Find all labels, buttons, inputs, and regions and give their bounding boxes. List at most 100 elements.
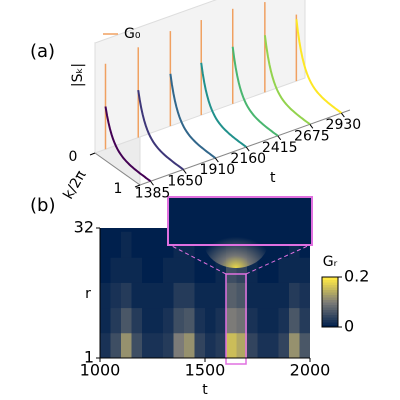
heatmap-cell	[205, 282, 216, 309]
colorbar-step	[322, 309, 338, 313]
x-tick-label: 1910	[200, 162, 236, 178]
heatmap-cell	[226, 256, 237, 283]
heatmap-cell	[184, 332, 195, 359]
heatmap-cell	[121, 231, 132, 258]
colorbar-step	[322, 279, 338, 283]
panel-label: (a)	[30, 41, 55, 62]
heatmap-cell	[142, 307, 153, 334]
heatmap-cell	[142, 256, 153, 283]
heatmap-cell	[163, 256, 174, 283]
heatmap-cell	[299, 256, 310, 283]
k-axis-line	[94, 152, 141, 186]
heatmap-cell	[194, 307, 205, 334]
heatmap-cell	[100, 231, 111, 258]
heatmap-cell	[289, 256, 300, 283]
heatmap-cell	[215, 332, 226, 359]
heatmap-cell	[299, 282, 310, 309]
heatmap-cell	[226, 282, 237, 309]
inset-border	[167, 196, 313, 246]
x-tick-label: 1500	[185, 361, 226, 380]
heatmap-cell	[142, 282, 153, 309]
colorbar-tick-label: 0.2	[344, 267, 369, 286]
x-tick-label: 1385	[135, 185, 171, 201]
heatmap-cell	[257, 332, 268, 359]
colorbar-step	[322, 277, 338, 280]
heatmap-cell	[163, 307, 174, 334]
heatmap-cell	[289, 282, 300, 309]
colorbar-step	[322, 287, 338, 290]
heatmap-cell	[257, 282, 268, 309]
heatmap-cell	[268, 282, 279, 309]
sk-curve	[169, 73, 216, 159]
heatmap-cell	[121, 332, 132, 359]
sk-curve	[104, 106, 152, 182]
heatmap-cell	[184, 307, 195, 334]
x-tick	[214, 157, 219, 163]
heatmap-cell	[152, 256, 163, 283]
y-axis-label: r	[85, 286, 91, 302]
sk-curve	[295, 19, 342, 114]
zoom-box	[225, 273, 247, 365]
heatmap-cell	[110, 332, 121, 359]
colorbar-step	[322, 319, 338, 323]
legend-label: G₀	[124, 26, 141, 42]
heatmap-cell	[173, 256, 184, 283]
heatmap-cell	[194, 282, 205, 309]
heatmap-cell	[278, 307, 289, 334]
heatmap-cell	[236, 256, 247, 283]
heatmap-cell	[257, 256, 268, 283]
heatmap-cell	[173, 332, 184, 359]
x-tick-label: 1650	[167, 174, 203, 190]
zoom-connector	[169, 244, 227, 275]
heatmap-cell	[121, 307, 132, 334]
heatmap-cell	[100, 256, 111, 283]
colorbar-frame	[321, 276, 339, 328]
heatmap-cell	[110, 282, 121, 309]
colorbar-step	[322, 324, 338, 328]
heatmap-cell	[121, 256, 132, 283]
k-tick-label: 0	[69, 149, 78, 165]
sk-curve	[263, 35, 311, 126]
heatmap-cell	[205, 332, 216, 359]
heatmap-cell	[215, 256, 226, 283]
x-tick	[340, 112, 345, 118]
heatmap-cell	[142, 332, 153, 359]
heatmap-cell	[163, 332, 174, 359]
x-tick	[277, 135, 282, 141]
heatmap-cell	[110, 231, 121, 258]
heatmap-cell	[163, 282, 174, 309]
sk-curve	[137, 89, 184, 171]
colorbar-tick-label: 0	[344, 317, 354, 336]
x-tick	[182, 169, 187, 174]
zoom-connector	[245, 244, 311, 275]
x-tick-label: 2160	[230, 151, 266, 167]
heatmap-cell	[215, 307, 226, 334]
x-tick	[309, 124, 314, 129]
heatmap-cell	[194, 332, 205, 359]
y-tick-label: 32	[74, 218, 94, 237]
heatmap-cell	[257, 307, 268, 334]
colorbar-step	[322, 322, 338, 325]
heatmap-cell	[184, 256, 195, 283]
heatmap-cell	[152, 282, 163, 309]
x-tick-label: 2930	[326, 117, 362, 133]
x-tick-label: 2415	[262, 140, 298, 156]
heatmap-cell	[226, 307, 237, 334]
heatmap-cell	[110, 256, 121, 283]
back-wall	[94, 0, 306, 154]
heatmap-cell	[247, 282, 258, 309]
heatmap-cell	[152, 231, 163, 258]
colorbar-step	[322, 289, 338, 293]
heatmap-cell	[247, 332, 258, 359]
heatmap-cell	[247, 307, 258, 334]
heatmap-cell	[278, 332, 289, 359]
heatmap-cell	[278, 256, 289, 283]
heatmap-cell	[268, 332, 279, 359]
heatmap-cell	[184, 282, 195, 309]
colorbar-step	[322, 299, 338, 303]
heatmap-cell	[278, 282, 289, 309]
z-axis-label: |Sₖ|	[70, 63, 86, 87]
colorbar-step	[322, 294, 338, 298]
colorbar-step	[322, 292, 338, 295]
x-tick-label: 2000	[290, 361, 331, 380]
